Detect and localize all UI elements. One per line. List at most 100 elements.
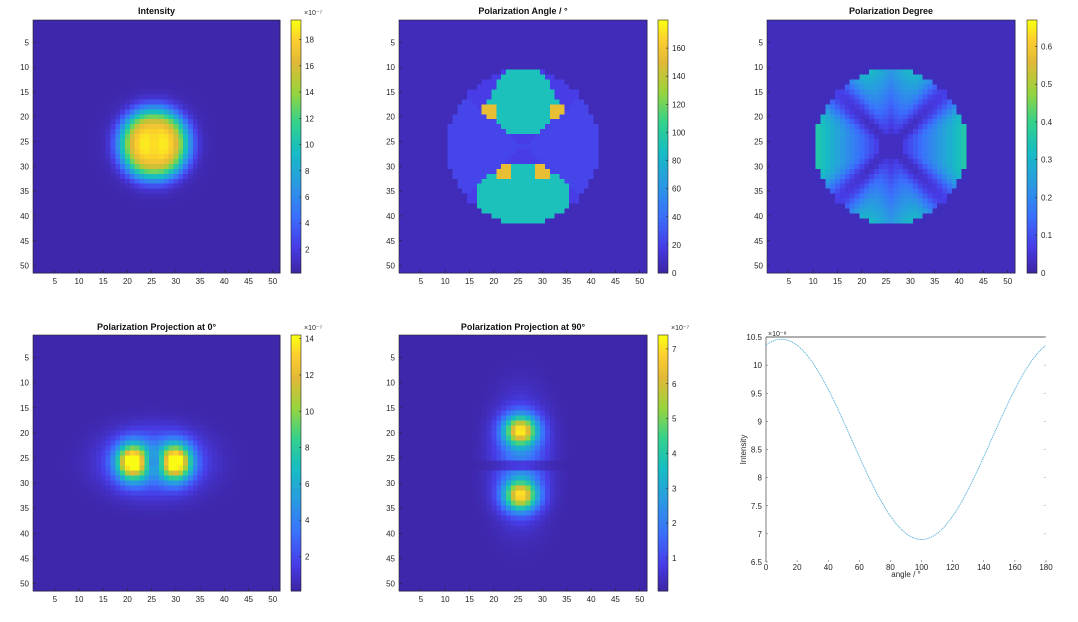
heatmap-cell (491, 89, 497, 95)
heatmap-cell (564, 44, 570, 51)
heatmap-cell (154, 129, 160, 135)
heatmap-cell (574, 54, 580, 61)
heatmap-cell (134, 168, 140, 175)
heatmap-cell (433, 64, 439, 71)
heatmap-cell (163, 54, 169, 61)
heatmap-cell (42, 188, 48, 195)
heatmap-cell (207, 74, 213, 80)
heatmap-cell (554, 44, 560, 51)
heatmap-cell (510, 119, 517, 125)
heatmap-cell (129, 109, 136, 115)
heatmap-cell (134, 129, 140, 135)
heatmap-cell (110, 148, 116, 155)
heatmap-cell (418, 134, 424, 140)
heatmap-cell (452, 168, 458, 175)
heatmap-cell (91, 20, 97, 26)
heatmap-cell (105, 49, 111, 56)
heatmap-cell (105, 59, 111, 66)
heatmap-cell (241, 268, 247, 274)
heatmap-cell (270, 263, 276, 269)
heatmap-cell (173, 79, 179, 85)
heatmap-cell (139, 144, 145, 150)
heatmap-cell (212, 24, 218, 31)
heatmap-cell (447, 59, 453, 66)
heatmap-cell (168, 69, 174, 75)
heatmap-cell (413, 139, 419, 145)
heatmap-cell (637, 59, 643, 66)
heatmap-cell (452, 29, 458, 36)
heatmap-cell (154, 144, 160, 150)
heatmap-cell (544, 153, 551, 160)
heatmap-cell (42, 104, 48, 110)
heatmap-cell (42, 248, 48, 254)
heatmap-cell (241, 218, 247, 224)
heatmap-cell (231, 44, 237, 51)
heatmap-cell (183, 94, 189, 100)
heatmap-cell (66, 163, 73, 170)
heatmap-cell (275, 84, 281, 90)
heatmap-cell (76, 218, 82, 224)
heatmap-cell (134, 119, 140, 125)
heatmap-cell (544, 178, 551, 185)
heatmap-cell (559, 198, 565, 204)
heatmap-cell (241, 173, 247, 180)
heatmap-cell (540, 44, 546, 51)
heatmap-cell (433, 139, 439, 145)
heatmap-cell (593, 44, 599, 51)
heatmap-cell (221, 49, 228, 56)
heatmap-cell (260, 114, 266, 120)
heatmap-cell (76, 134, 82, 140)
heatmap-cell (574, 188, 580, 195)
heatmap-cell (554, 168, 560, 175)
heatmap-cell (462, 139, 468, 145)
heatmap-cell (530, 188, 536, 195)
heatmap-cell (423, 29, 429, 36)
heatmap-cell (260, 258, 266, 264)
heatmap-cell (158, 163, 165, 170)
heatmap-cell (120, 79, 126, 85)
heatmap-cell (525, 193, 531, 199)
heatmap-cell (540, 193, 546, 199)
heatmap-cell (598, 134, 604, 140)
heatmap-cell (33, 253, 39, 259)
heatmap-cell (158, 253, 165, 259)
heatmap-cell (76, 263, 82, 269)
heatmap-cell (403, 233, 410, 239)
heatmap-cell (255, 129, 262, 135)
heatmap-cell (76, 258, 82, 264)
heatmap-cell (578, 124, 585, 130)
heatmap-cell (471, 54, 478, 61)
heatmap-cell (583, 84, 590, 90)
heatmap-cell (66, 188, 73, 195)
heatmap-cell (442, 238, 449, 244)
heatmap-cell (120, 173, 126, 180)
heatmap-cell (622, 163, 628, 170)
heatmap-cell (554, 94, 560, 100)
heatmap-cell (149, 198, 155, 204)
heatmap-cell (642, 198, 648, 204)
heatmap-cell (569, 64, 575, 71)
heatmap-cell (520, 198, 526, 204)
heatmap-cell (467, 228, 473, 234)
heatmap-cell (168, 64, 174, 71)
heatmap-cell (154, 119, 160, 125)
heatmap-cell (578, 104, 585, 110)
heatmap-cell (236, 54, 242, 61)
heatmap-cell (173, 148, 179, 155)
heatmap-cell (462, 79, 468, 85)
heatmap-cell (481, 178, 487, 185)
heatmap-cell (583, 54, 590, 61)
heatmap-cell (57, 223, 63, 229)
heatmap-cell (574, 178, 580, 185)
y-tick-label: 50 (20, 262, 29, 271)
heatmap-cell (57, 268, 63, 274)
heatmap-cell (71, 253, 77, 259)
heatmap-cell (134, 253, 140, 259)
heatmap-cell (275, 124, 281, 130)
heatmap-cell (433, 54, 439, 61)
heatmap-cell (428, 39, 434, 46)
heatmap-cell (95, 49, 102, 56)
heatmap-cell (525, 228, 531, 234)
heatmap-cell (535, 89, 541, 95)
heatmap-cell (642, 44, 648, 51)
